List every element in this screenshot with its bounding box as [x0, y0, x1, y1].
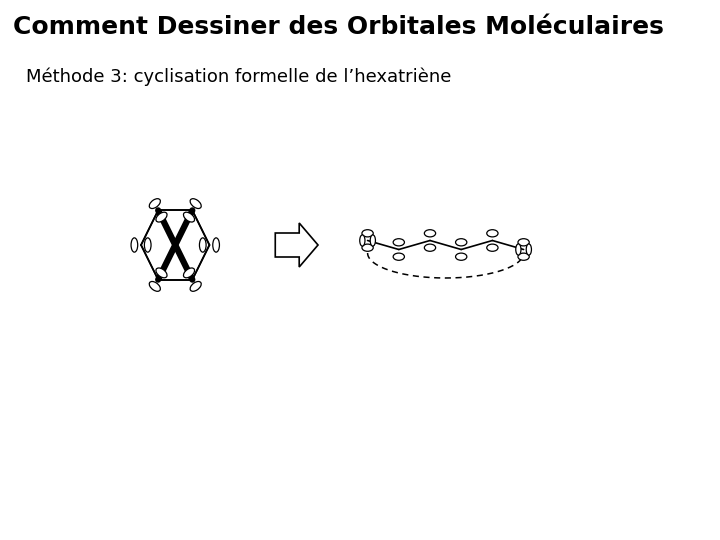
Ellipse shape [190, 281, 201, 291]
Ellipse shape [184, 212, 194, 222]
Ellipse shape [487, 230, 498, 237]
Ellipse shape [360, 235, 365, 246]
Ellipse shape [424, 230, 436, 237]
Ellipse shape [518, 239, 529, 246]
Ellipse shape [149, 199, 161, 208]
Ellipse shape [190, 199, 201, 208]
Ellipse shape [156, 268, 167, 278]
Ellipse shape [156, 212, 167, 222]
Ellipse shape [518, 253, 529, 260]
Ellipse shape [526, 244, 531, 255]
Ellipse shape [393, 253, 405, 260]
Ellipse shape [456, 239, 467, 246]
Polygon shape [275, 223, 318, 267]
Text: Comment Dessiner des Orbitales Moléculaires: Comment Dessiner des Orbitales Moléculai… [13, 15, 664, 39]
Ellipse shape [487, 244, 498, 251]
Ellipse shape [149, 281, 161, 291]
Ellipse shape [199, 238, 206, 252]
Ellipse shape [370, 235, 375, 246]
Ellipse shape [393, 239, 405, 246]
Ellipse shape [456, 253, 467, 260]
Ellipse shape [424, 244, 436, 251]
Ellipse shape [362, 244, 373, 251]
Ellipse shape [184, 268, 194, 278]
Ellipse shape [213, 238, 220, 252]
Text: Méthode 3: cyclisation formelle de l’hexatriène: Méthode 3: cyclisation formelle de l’hex… [26, 68, 451, 86]
Ellipse shape [516, 244, 521, 255]
Ellipse shape [145, 238, 151, 252]
Ellipse shape [362, 230, 373, 237]
Ellipse shape [131, 238, 138, 252]
